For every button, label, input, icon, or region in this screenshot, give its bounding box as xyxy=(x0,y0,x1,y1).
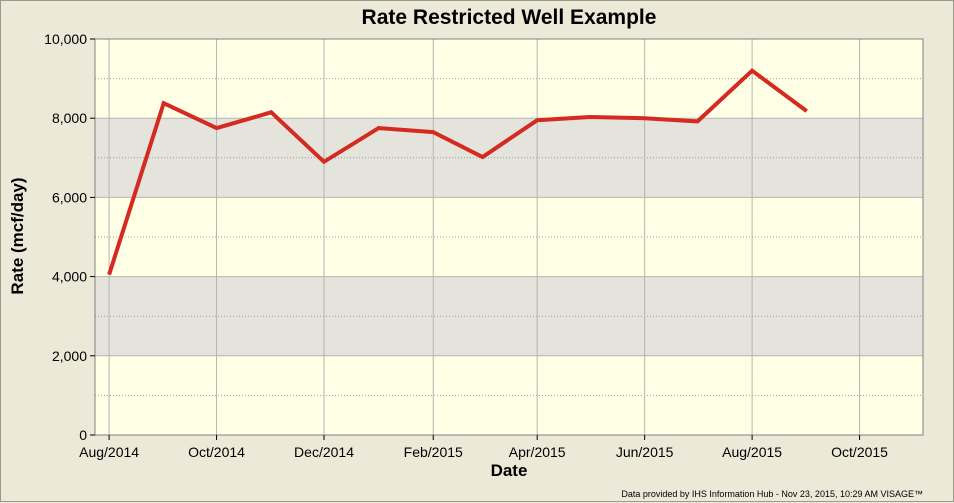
y-tick-label: 10,000 xyxy=(44,31,87,47)
y-axis-title: Rate (mcf/day) xyxy=(8,177,27,294)
y-tick-label: 4,000 xyxy=(52,269,87,285)
x-tick-label: Oct/2014 xyxy=(188,444,245,460)
y-tick-label: 0 xyxy=(79,427,87,443)
plot-area: 0 2,000 4,000 6,000 8,000 10,000 Aug/2014 Oct/2… xyxy=(44,31,923,460)
x-tick-label: Aug/2015 xyxy=(722,444,782,460)
y-tick-label: 8,000 xyxy=(52,110,87,126)
x-tick-label: Oct/2015 xyxy=(831,444,888,460)
x-tick-label: Feb/2015 xyxy=(404,444,463,460)
x-tick-label: Apr/2015 xyxy=(509,444,566,460)
x-tick-label: Jun/2015 xyxy=(616,444,674,460)
y-tick-label: 2,000 xyxy=(52,348,87,364)
chart-title: Rate Restricted Well Example xyxy=(362,6,657,29)
data-credit: Data provided by IHS Information Hub - N… xyxy=(621,489,923,499)
x-tick-label: Dec/2014 xyxy=(294,444,354,460)
x-tick-label: Aug/2014 xyxy=(79,444,139,460)
y-tick-label: 6,000 xyxy=(52,189,87,205)
x-axis-title: Date xyxy=(491,461,528,480)
